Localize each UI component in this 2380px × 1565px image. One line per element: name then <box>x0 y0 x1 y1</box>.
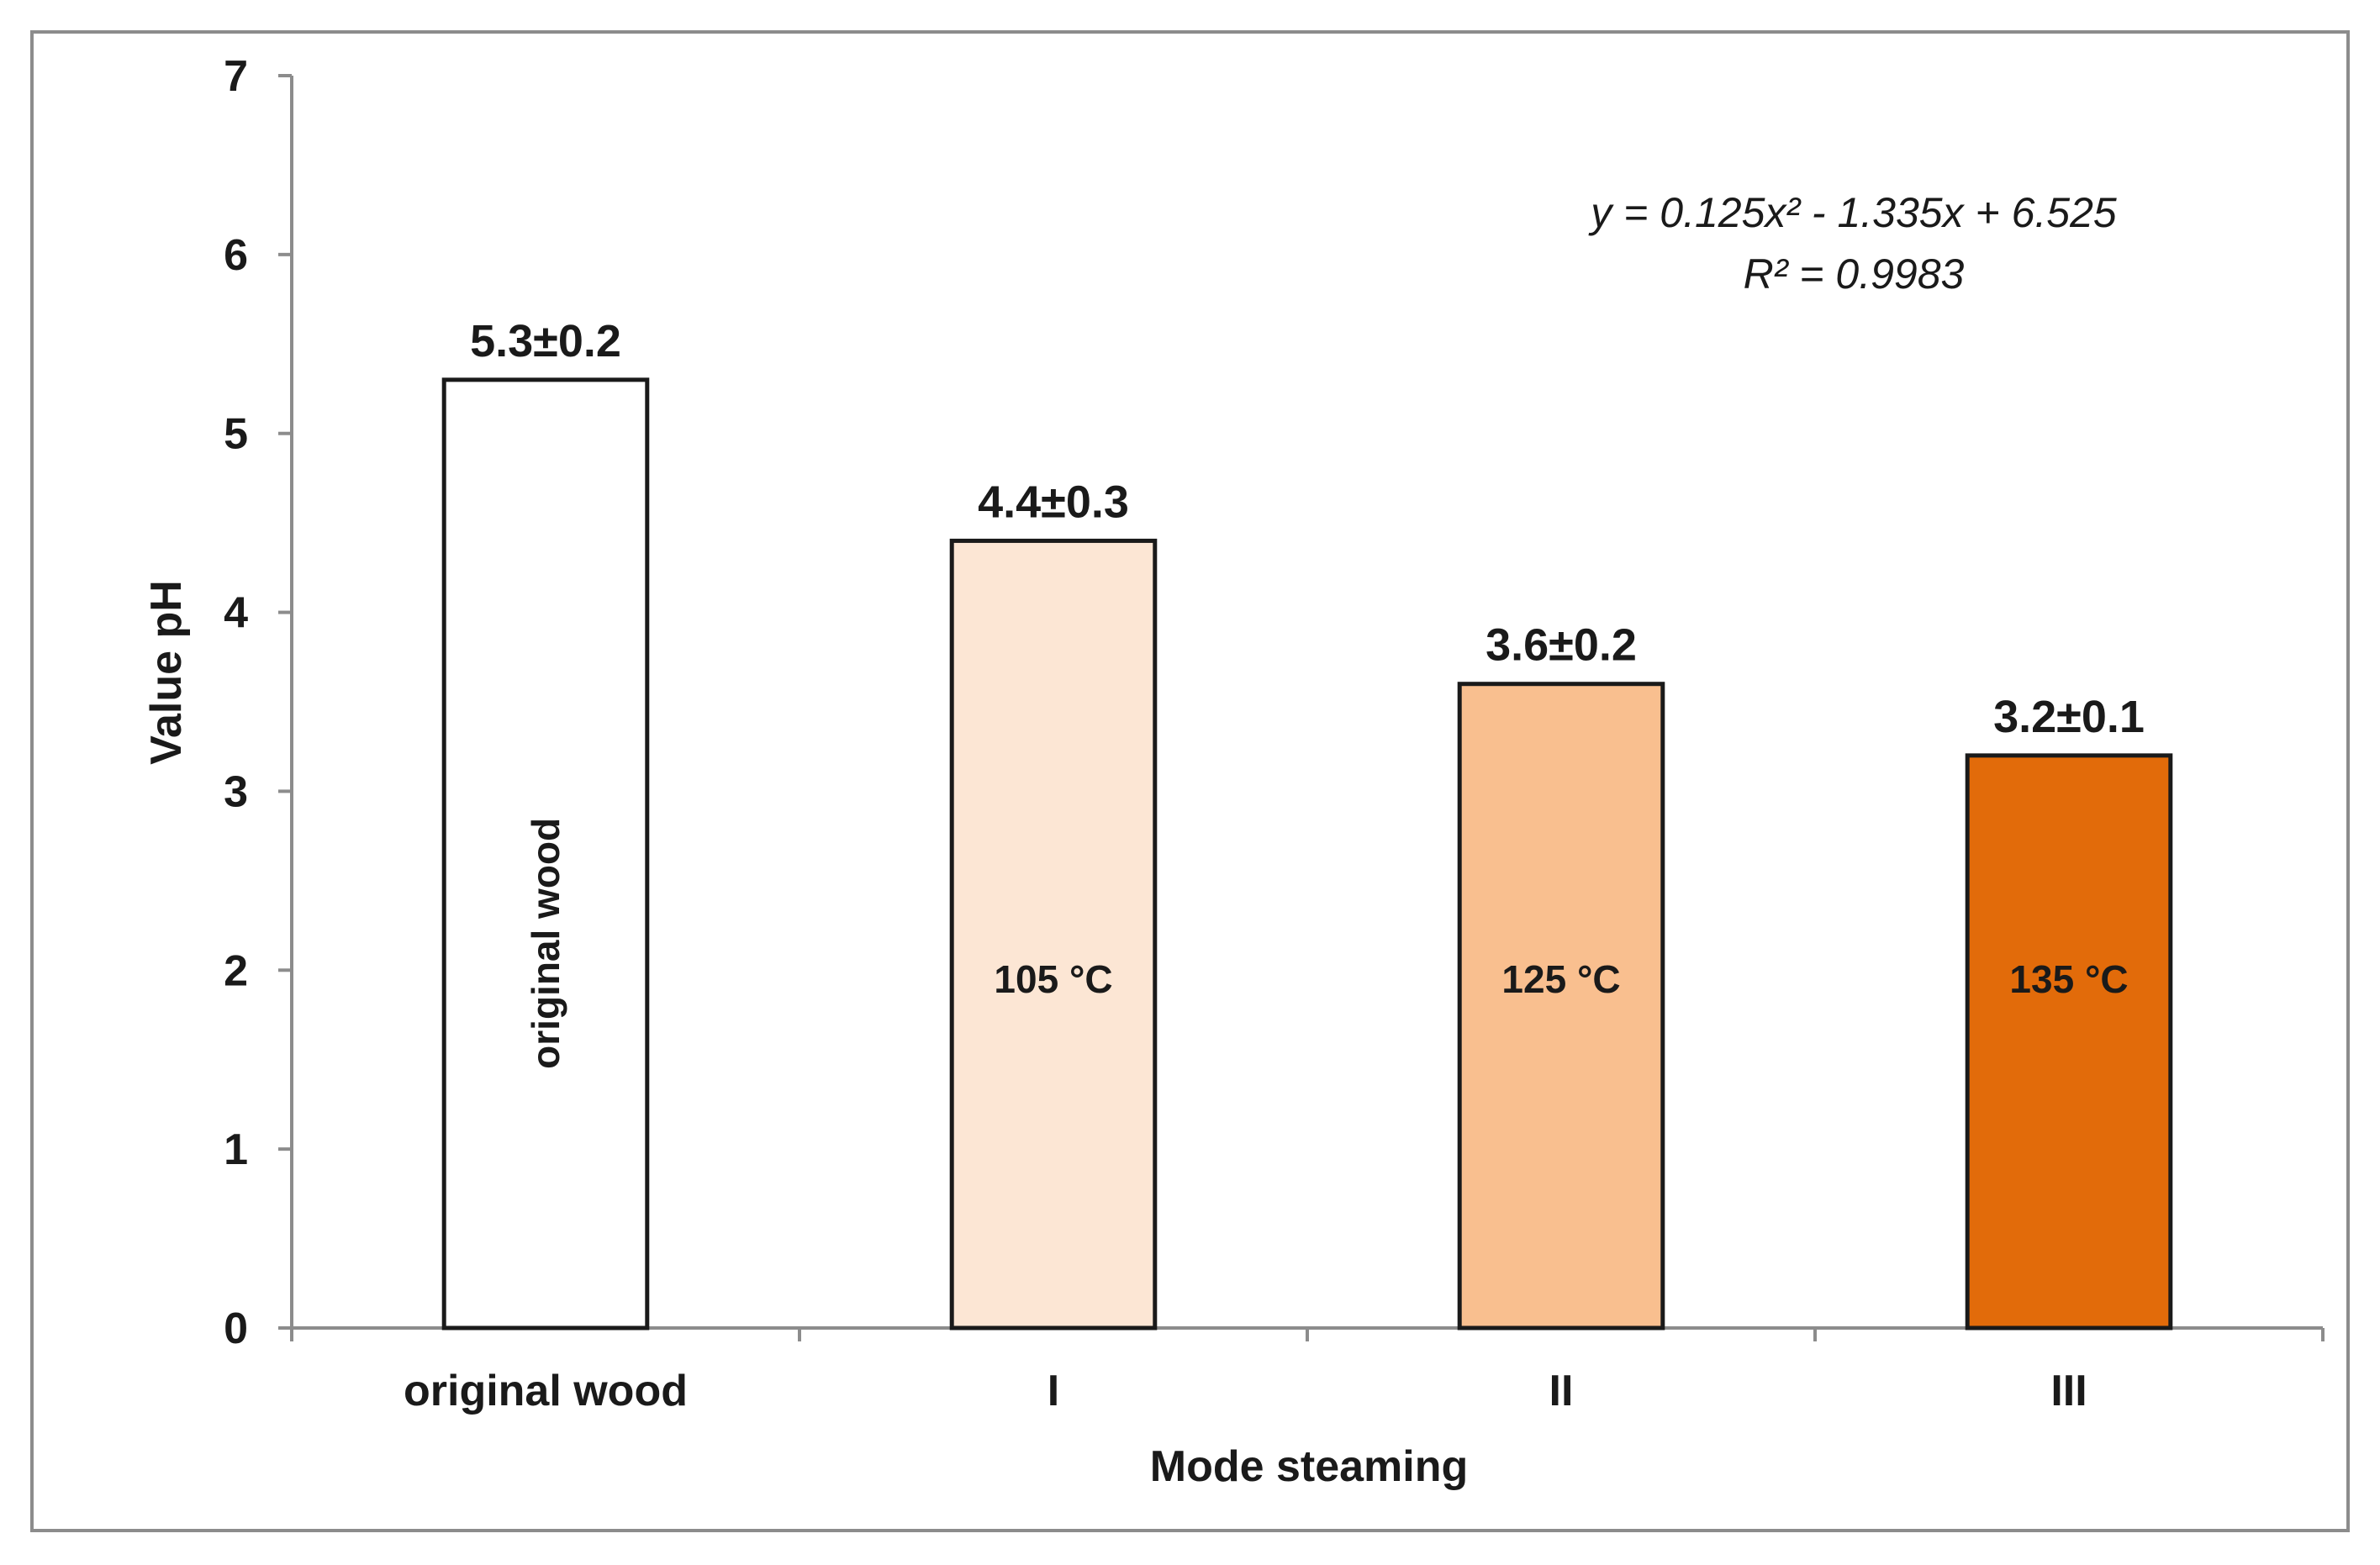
x-tick-label: II <box>1549 1367 1574 1415</box>
data-label: 3.2±0.1 <box>1993 692 2145 742</box>
y-tick-label: 2 <box>224 946 248 995</box>
y-tick-label: 5 <box>224 410 248 459</box>
y-axis-ticks: 0 1 2 3 4 5 6 7 <box>224 52 292 1353</box>
y-tick-label: 4 <box>224 589 248 638</box>
bar-3 <box>1457 682 1665 1331</box>
y-tick-label: 1 <box>224 1125 248 1174</box>
bar-inner-label: 105 °C <box>994 957 1112 1001</box>
y-tick-label: 0 <box>224 1304 248 1353</box>
y-tick-label: 7 <box>224 52 248 101</box>
chart-border <box>30 30 2350 1532</box>
y-tick-label: 3 <box>224 767 248 816</box>
bar-inner-label: 125 °C <box>1501 957 1620 1001</box>
x-axis-title: Mode steaming <box>1150 1442 1469 1491</box>
bar-labels: original wood 5.3±0.2 original wood I 4.4±0.… <box>404 316 2145 1415</box>
data-label: 4.4±0.3 <box>978 477 1129 527</box>
bar-inner-label: original wood <box>524 818 567 1069</box>
y-tick-label: 6 <box>224 231 248 280</box>
data-label: 5.3±0.2 <box>470 316 621 366</box>
x-axis-ticks <box>290 1328 2325 1341</box>
bar-1 <box>441 377 650 1331</box>
bar-inner-label: 135 °C <box>2009 957 2128 1001</box>
data-label: 3.6±0.2 <box>1486 620 1637 671</box>
bar-2 <box>949 538 1158 1331</box>
x-tick-label: I <box>1048 1367 1059 1415</box>
bars <box>441 377 2173 1331</box>
y-axis-title: Value pH <box>142 580 191 765</box>
x-tick-label: III <box>2050 1367 2087 1415</box>
bar-4 <box>1965 753 2173 1331</box>
trendline-r-squared: R² = 0.9983 <box>1744 250 1965 298</box>
x-tick-label: original wood <box>404 1367 688 1415</box>
trendline-equation: y = 0.125x² - 1.335x + 6.525 <box>1588 189 2117 236</box>
